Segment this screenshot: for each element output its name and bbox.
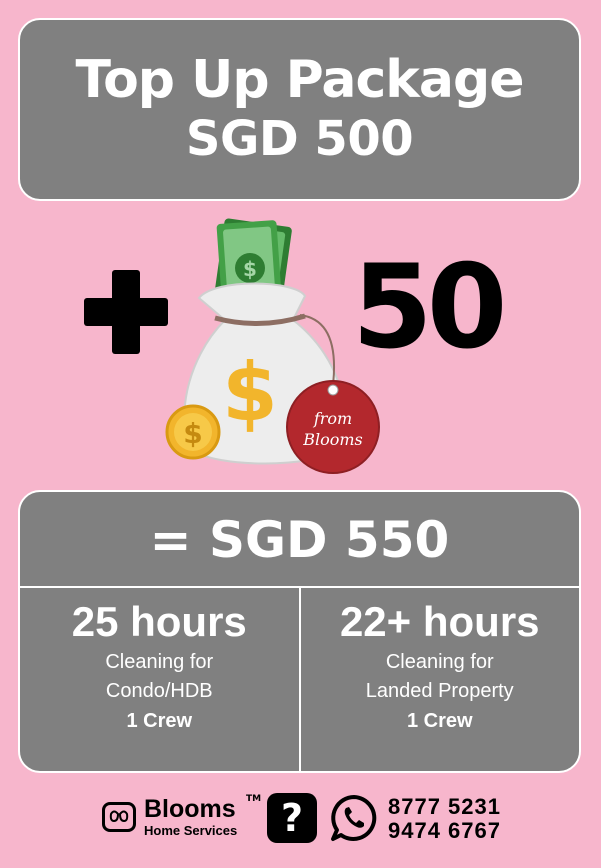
options-row: 25 hours Cleaning for Condo/HDB 1 Crew 2… [20, 588, 579, 771]
total-card: = SGD 550 25 hours Cleaning for Condo/HD… [18, 490, 581, 773]
from-blooms-tag: from Blooms [286, 380, 380, 474]
option-desc-line1: Cleaning for [105, 651, 214, 673]
total-amount: = SGD 550 [20, 492, 579, 588]
trademark: TM [246, 794, 262, 804]
brand-name: Blooms [144, 795, 236, 823]
option-landed: 22+ hours Cleaning for Landed Property 1… [298, 588, 580, 771]
svg-text:$: $ [183, 417, 202, 450]
package-title-card: Top Up Package SGD 500 [18, 18, 581, 201]
whatsapp-icon [331, 795, 377, 841]
footer: Blooms TM Home Services ? 8777 5231 9474… [0, 790, 601, 850]
coin-icon: $ [165, 404, 221, 460]
package-price: SGD 500 [185, 111, 414, 167]
brand-subtitle: Home Services [144, 823, 238, 838]
tag-line-2: Blooms [302, 430, 363, 449]
bag-dollar-symbol: $ [222, 346, 278, 439]
option-desc-line2: Landed Property [365, 680, 514, 702]
package-title: Top Up Package [75, 50, 525, 110]
option-crew: 1 Crew [126, 710, 193, 732]
option-hours: 25 hours [71, 598, 247, 645]
option-crew: 1 Crew [406, 710, 473, 732]
bonus-amount: 50 [352, 240, 507, 375]
tag-line-1: from [313, 409, 352, 428]
phone-number-2: 9474 6767 [388, 818, 501, 843]
question-icon: ? [267, 793, 317, 843]
option-desc-line2: Condo/HDB [105, 680, 213, 702]
option-hours: 22+ hours [339, 598, 540, 645]
phone-number-1: 8777 5231 [388, 794, 501, 819]
money-bag-illustration: $ $ $ $ from Blooms [165, 218, 380, 474]
blooms-logo-icon [102, 802, 136, 832]
option-condo: 25 hours Cleaning for Condo/HDB 1 Crew [20, 588, 299, 771]
option-desc-line1: Cleaning for [385, 651, 494, 673]
plus-icon [84, 270, 168, 354]
note-symbol-front: $ [243, 257, 257, 281]
